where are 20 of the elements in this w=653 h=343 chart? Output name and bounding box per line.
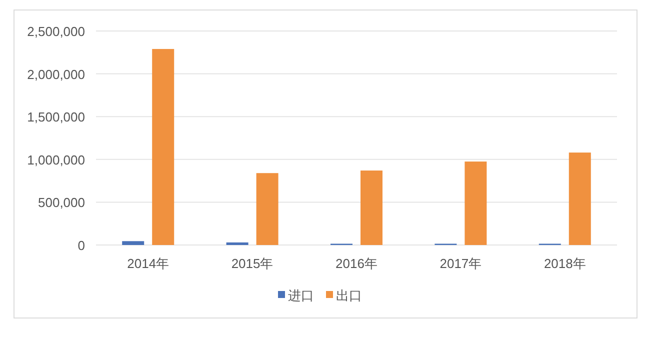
y-tick-label: 2,500,000 — [27, 24, 85, 39]
y-tick-label: 1,000,000 — [27, 152, 85, 168]
legend-label: 出口 — [336, 288, 362, 303]
bar — [360, 170, 382, 245]
x-tick-label: 2015年 — [231, 256, 274, 271]
legend-label: 进口 — [288, 288, 314, 303]
bar — [464, 162, 487, 245]
x-tick-label: 2016年 — [336, 256, 378, 271]
bar — [152, 48, 174, 245]
bar — [568, 152, 591, 245]
y-tick-label: 2,000,000 — [27, 66, 85, 82]
y-tick-label: 1,500,000 — [27, 110, 85, 125]
y-tick-label: 0 — [78, 238, 85, 253]
bar — [122, 241, 144, 245]
x-tick-label: 2018年 — [544, 256, 586, 271]
bar — [256, 173, 278, 245]
bar — [226, 242, 248, 245]
x-tick-label: 2017年 — [440, 256, 482, 271]
x-tick-label: 2014年 — [127, 256, 170, 271]
y-tick-label: 500,000 — [38, 195, 85, 210]
